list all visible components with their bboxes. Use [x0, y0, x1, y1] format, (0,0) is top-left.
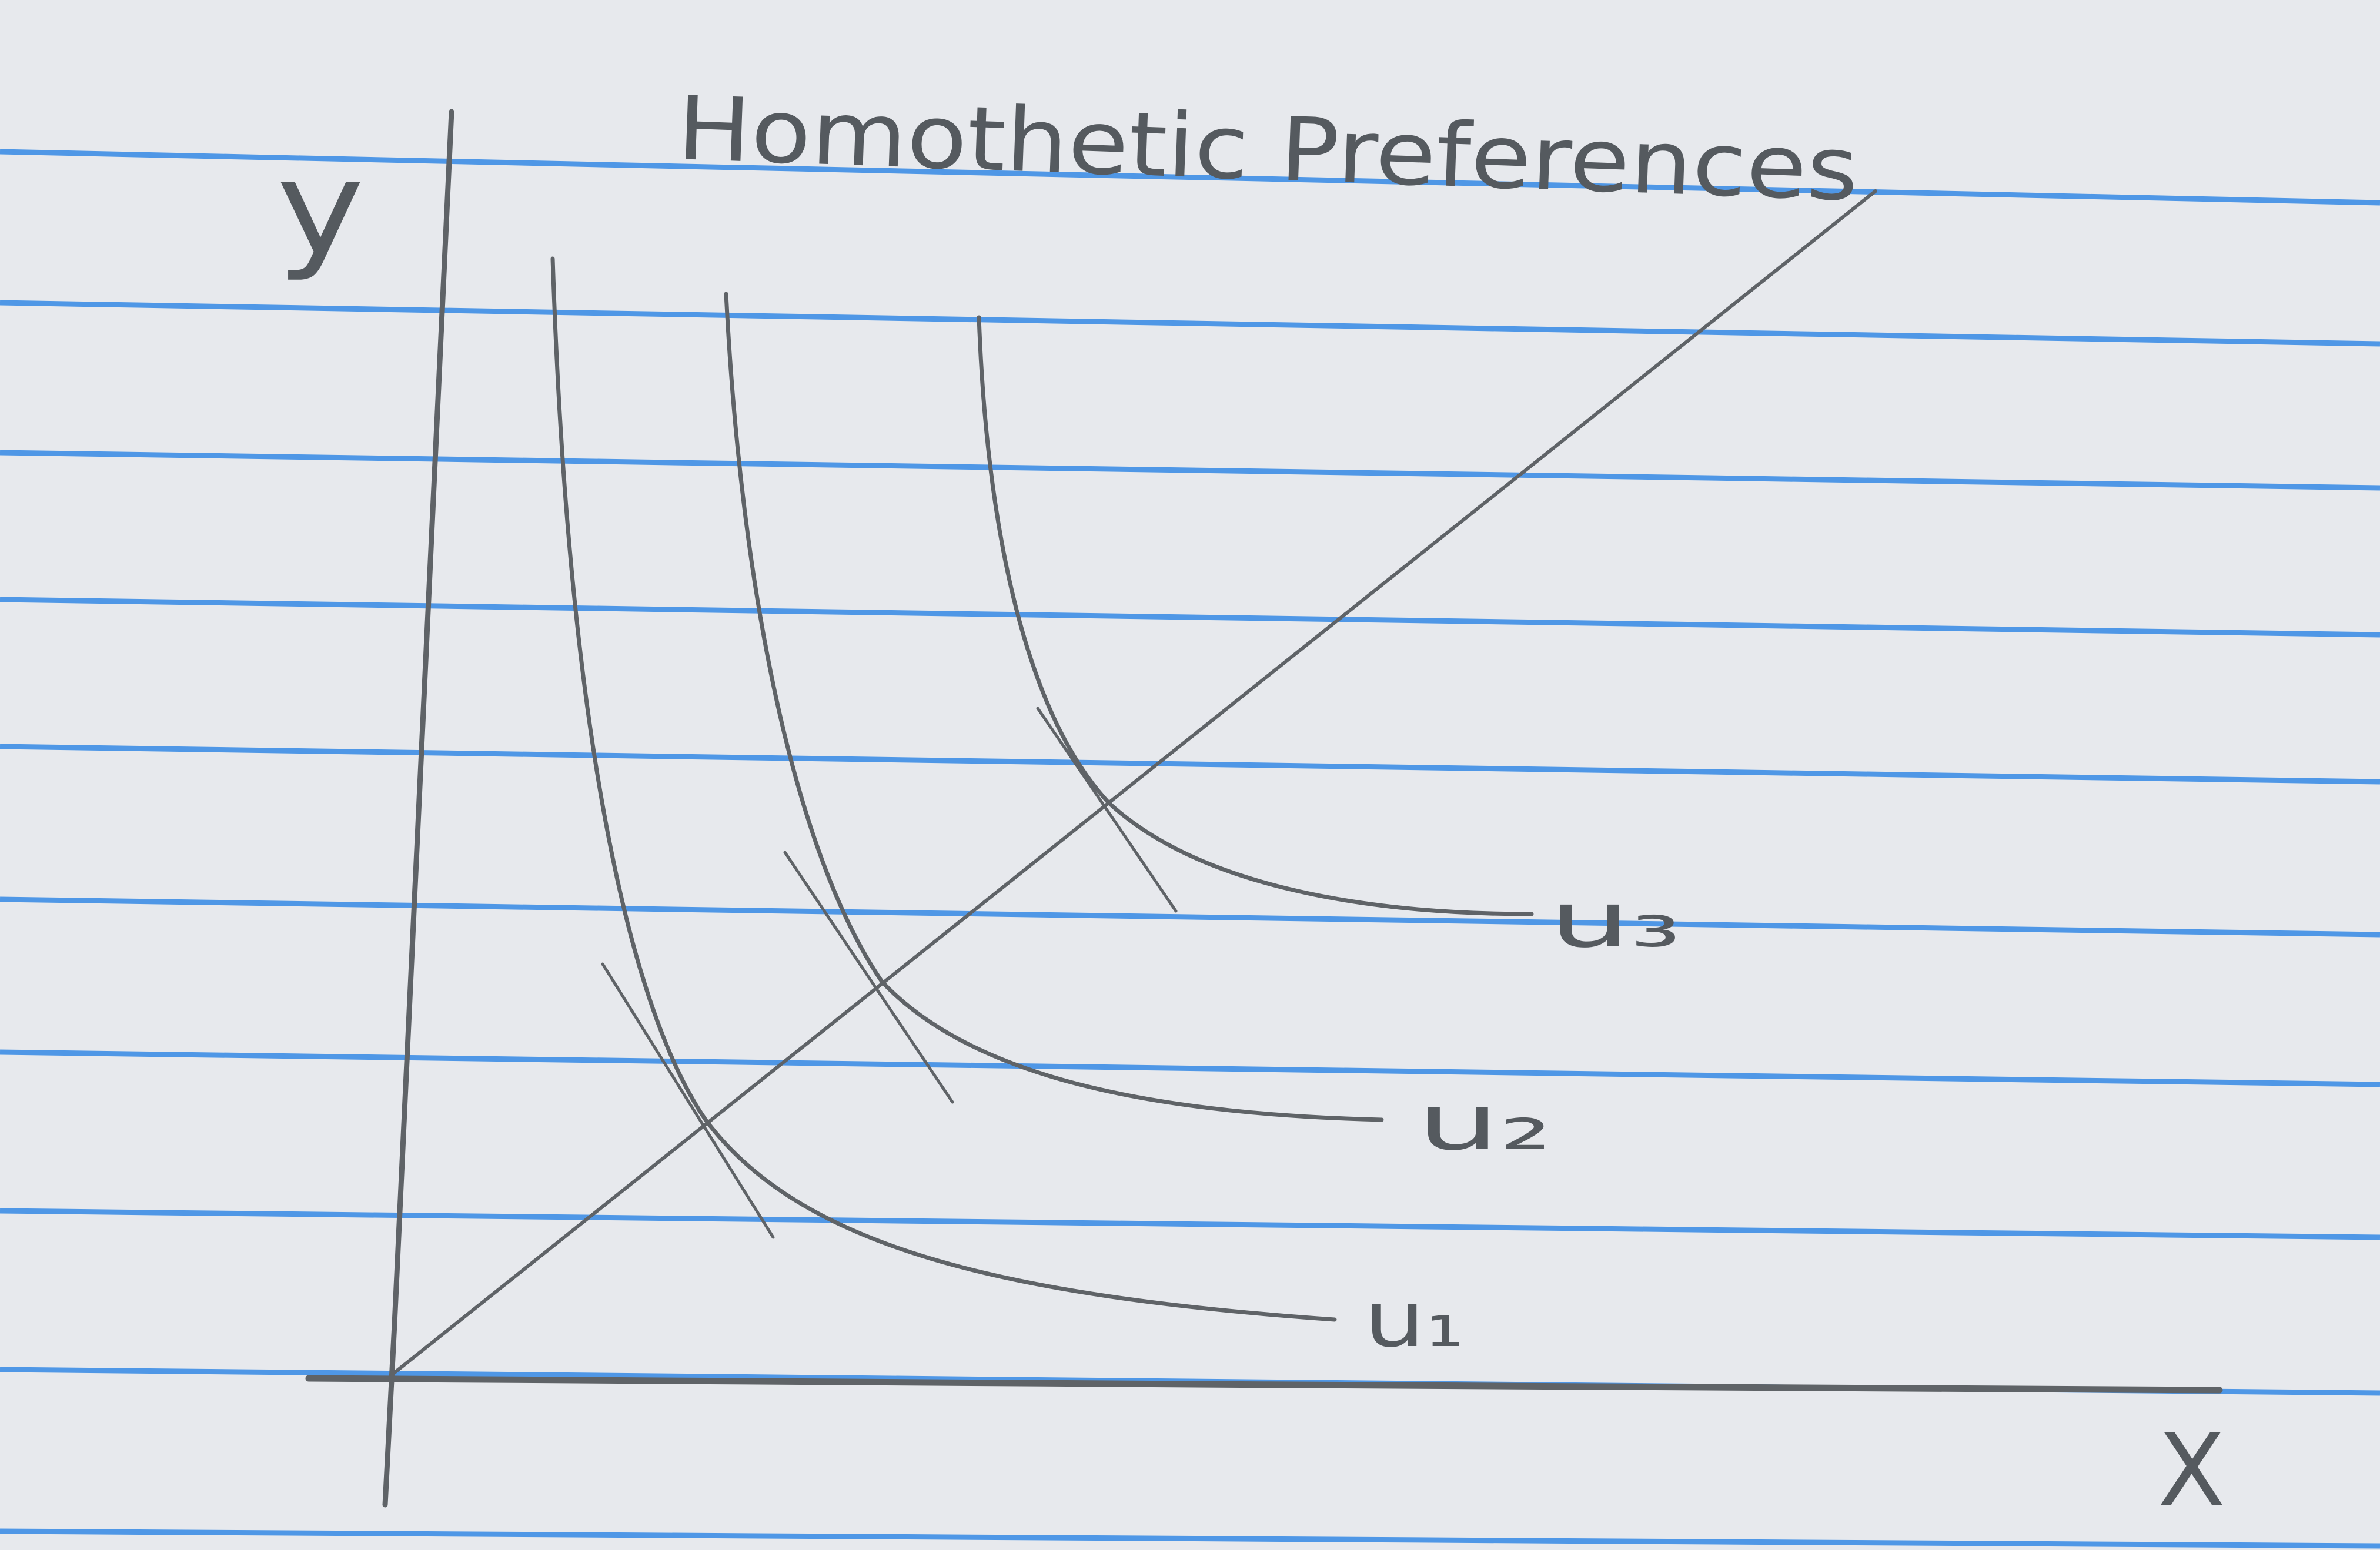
indifference-curve-u2	[724, 292, 1384, 1122]
budget-line-u3	[1036, 707, 1178, 913]
indifference-curve-u3	[977, 315, 1534, 916]
curve-label-u3: u₃	[1549, 875, 1682, 965]
budget-line-u1	[601, 962, 775, 1239]
ruled-lines	[0, 149, 2380, 1549]
ruled-line	[0, 450, 2380, 491]
ruled-line	[0, 1208, 2380, 1240]
ruled-line	[0, 744, 2380, 785]
curve-label-u1: u₁	[1364, 1275, 1464, 1364]
x-axis	[305, 1375, 2223, 1394]
budget-line-u2	[783, 851, 954, 1104]
expansion-path-ray	[389, 189, 1877, 1377]
ruled-line	[0, 597, 2380, 638]
ruled-line	[0, 1049, 2380, 1087]
y-axis-label: y	[276, 133, 365, 283]
curve-label-u2: u₂	[1417, 1078, 1552, 1167]
x-axis-label: X	[2158, 1412, 2225, 1529]
ruled-line	[0, 896, 2380, 938]
ruled-line	[0, 149, 2380, 206]
ruled-line	[0, 300, 2380, 347]
indifference-curve-u1	[550, 256, 1337, 1322]
y-axis	[382, 109, 454, 1508]
ruled-line	[0, 1528, 2380, 1549]
